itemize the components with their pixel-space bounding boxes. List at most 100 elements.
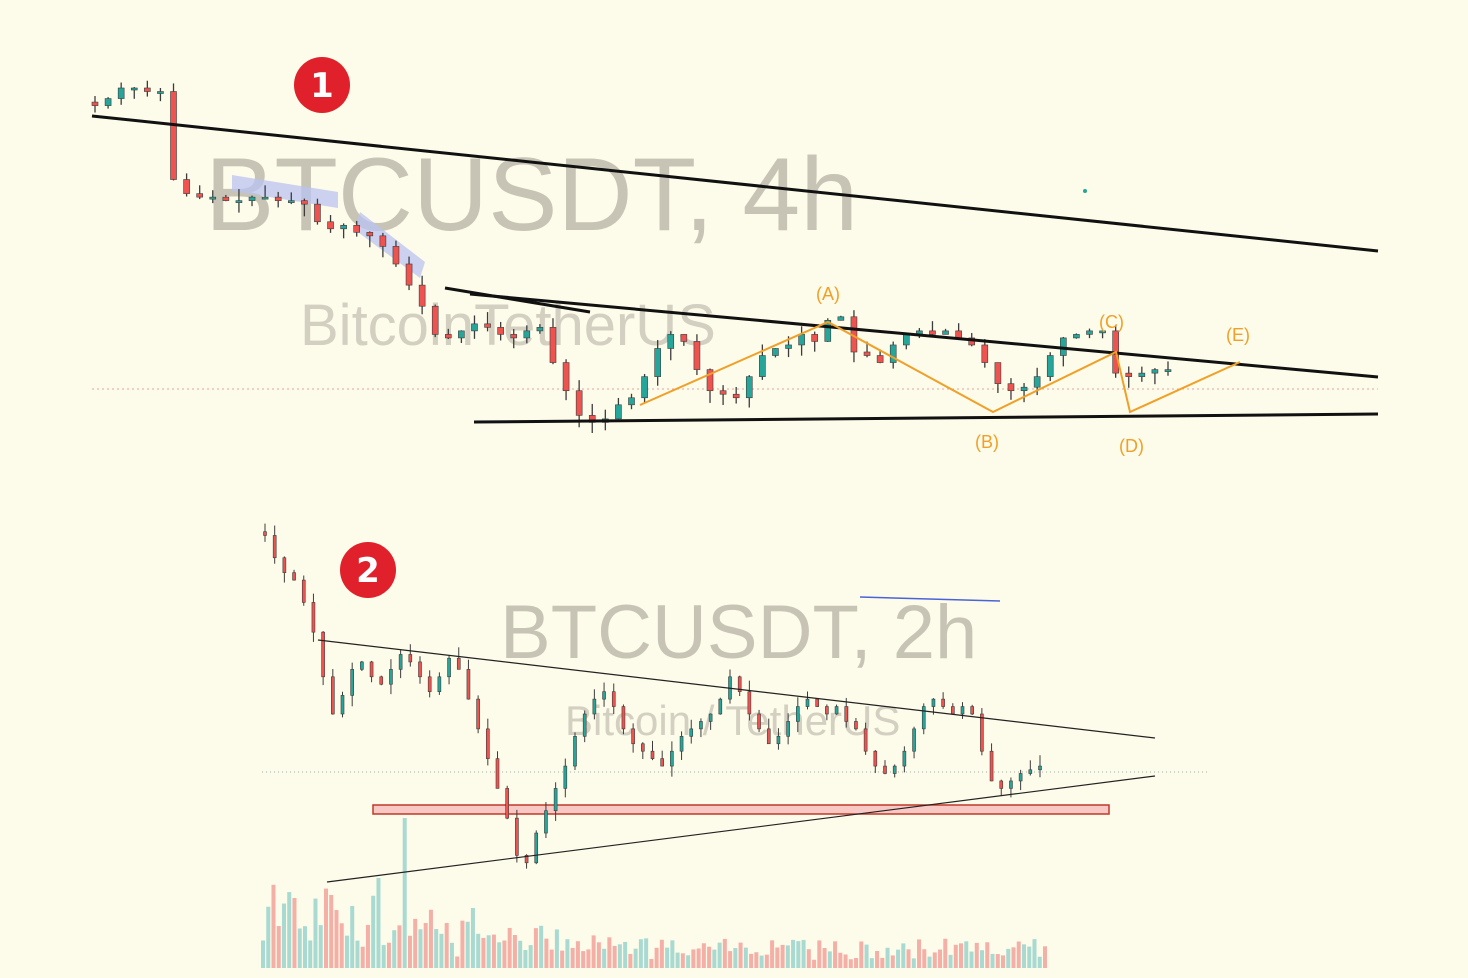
panel-1-down-candle — [431, 305, 439, 335]
volume-bar — [591, 935, 596, 968]
panel-1-up-candle — [641, 376, 648, 399]
panel-1-down-candle — [706, 369, 714, 392]
volume-bar — [806, 949, 811, 968]
volume-bar — [864, 944, 869, 968]
panel-1-down-candle — [562, 362, 570, 392]
panel-1-down-candle — [955, 330, 962, 339]
panel-1-triangle-lower-line — [473, 412, 1379, 424]
volume-bar — [334, 910, 339, 968]
volume-bar — [990, 953, 995, 968]
panel-2-up-candle — [360, 661, 364, 670]
panel-1-up-candle — [157, 91, 164, 94]
volume-bar — [880, 957, 885, 968]
volume-bar — [276, 926, 281, 968]
panel-2-down-candle — [408, 654, 413, 663]
volume-bar — [906, 949, 911, 968]
panel-2-up-candle — [534, 832, 539, 864]
volume-bar — [911, 958, 916, 968]
panel-2-up-candle — [776, 736, 781, 745]
volume-bar — [486, 935, 491, 968]
panel-2-support-zone — [372, 804, 1110, 815]
panel-1-down-candle — [445, 334, 452, 339]
panel-2-down-candle — [427, 676, 432, 692]
panel-1-triangle-upper-line — [469, 292, 1379, 379]
panel-2-down-candle — [466, 669, 471, 700]
volume-bar — [560, 950, 565, 968]
volume-bar — [644, 938, 649, 968]
volume-bar — [470, 908, 475, 968]
panel-1-up-candle — [209, 196, 217, 200]
panel-1-badge-circle — [294, 57, 350, 113]
panel-2-down-candle — [292, 572, 296, 581]
panel-1-up-candle — [902, 334, 910, 346]
volume-bar — [602, 948, 607, 968]
panel-2-watermark-title: BTCUSDT, 2h — [500, 590, 977, 675]
panel-2-up-candle — [350, 669, 354, 696]
panel-1-down-candle — [732, 393, 740, 399]
panel-2-down-candle — [456, 657, 461, 670]
panel-2-down-candle — [747, 691, 752, 715]
panel-1-down-candle — [366, 232, 374, 237]
panel-2-down-candle — [524, 855, 529, 864]
panel-1-up-candle — [1099, 330, 1106, 334]
volume-bar — [785, 945, 790, 968]
volume-bar — [843, 954, 848, 968]
volume-bar — [612, 945, 617, 968]
volume-bar — [733, 948, 738, 968]
panel-1-up-candle — [471, 323, 478, 332]
panel-2-down-candle — [621, 706, 626, 730]
volume-bar — [1027, 946, 1032, 968]
panel-2-up-candle — [1038, 765, 1042, 771]
volume-bar — [722, 938, 727, 968]
panel-2-down-candle — [301, 579, 306, 603]
panel-1-up-candle — [104, 98, 112, 106]
panel-2-up-candle — [340, 695, 345, 715]
panel-1-badge: 1 — [294, 57, 350, 113]
volume-bar — [943, 938, 948, 968]
volume-bar — [749, 953, 754, 968]
volume-bar — [938, 949, 943, 968]
panel-2-down-candle — [331, 676, 335, 715]
volume-bar — [922, 949, 927, 968]
volume-bar — [350, 905, 355, 968]
panel-1-up-candle — [615, 404, 622, 420]
volume-bar — [261, 940, 265, 968]
panel-2-up-candle — [921, 706, 926, 730]
volume-bar — [1037, 956, 1042, 968]
panel-1-down-candle — [274, 196, 282, 201]
panel-1-up-candle — [248, 196, 256, 201]
wave-label-d: (D) — [1119, 436, 1144, 456]
volume-bar — [323, 888, 328, 968]
panel-2-down-candle — [999, 780, 1004, 789]
panel-2-up-candle — [553, 788, 558, 812]
volume-bar — [371, 895, 376, 968]
panel-1-up-candle — [340, 224, 347, 230]
panel-2-up-candle — [1018, 773, 1023, 782]
volume-bar — [329, 894, 334, 968]
volume-bar — [995, 954, 1000, 968]
wave-label-c: (C) — [1099, 312, 1124, 332]
volume-bar — [518, 940, 523, 968]
panel-2-down-candle — [379, 676, 384, 685]
panel-1-short-resistance-line — [444, 286, 591, 314]
volume-bar — [665, 947, 670, 968]
volume-bar — [959, 943, 964, 968]
volume-bar — [801, 939, 806, 968]
panel-1-up-candle — [798, 334, 805, 346]
panel-2-up-candle — [437, 676, 442, 692]
panel-2-down-candle — [989, 750, 994, 782]
panel-1-up-candle — [1033, 376, 1041, 388]
panel-1-down-candle — [379, 235, 387, 247]
volume-bar — [444, 922, 449, 968]
panel-2-up-candle — [1009, 780, 1013, 789]
panel-1-down-candle — [222, 196, 230, 201]
volume-bar — [738, 942, 743, 968]
panel-1-down-candle — [353, 224, 361, 233]
panel-2-up-candle — [389, 669, 393, 685]
volume-bar — [1022, 944, 1027, 968]
panel-1-up-candle — [824, 320, 832, 342]
volume-bar — [974, 942, 979, 968]
panel-1-badge-number: 1 — [310, 66, 334, 106]
volume-bar — [287, 892, 292, 968]
volume-bar — [896, 949, 901, 968]
